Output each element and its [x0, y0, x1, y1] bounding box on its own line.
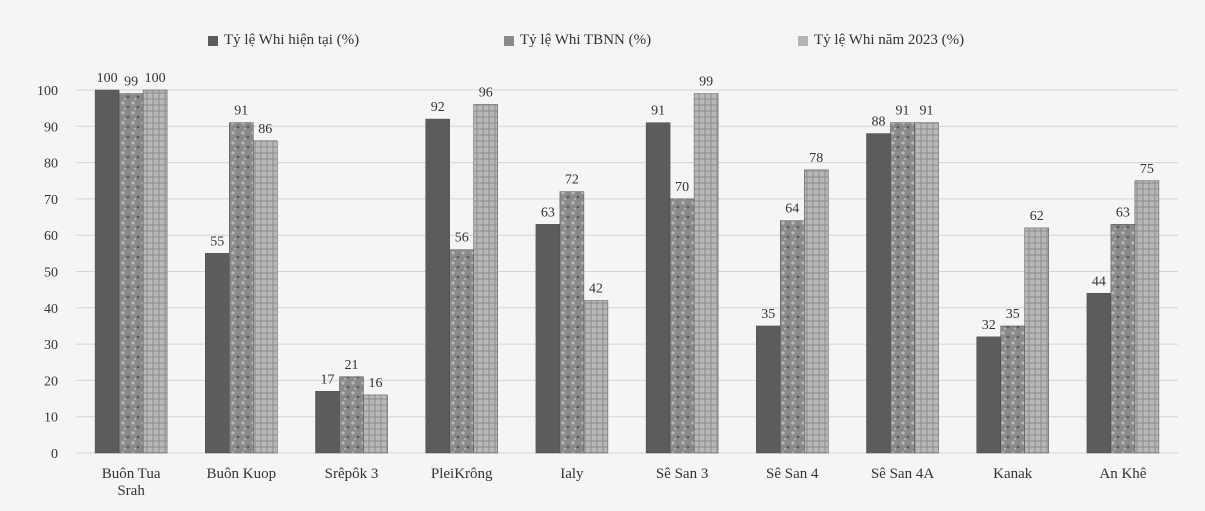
data-label: 75: [1140, 162, 1154, 177]
x-tick-label: PleiKrông: [431, 466, 493, 482]
bar: [229, 122, 254, 454]
data-label: 100: [145, 71, 166, 86]
bar: [363, 394, 388, 454]
bar: [473, 104, 498, 454]
bar: [804, 169, 829, 454]
bar: [976, 336, 1001, 454]
legend-item-tbnn: Tỷ lệ Whi TBNN (%): [504, 32, 651, 49]
data-label: 62: [1030, 209, 1044, 224]
legend-swatch-current: [208, 35, 218, 46]
data-label: 92: [431, 100, 445, 115]
y-tick-label: 80: [44, 157, 58, 172]
legend-swatch-2023: [798, 35, 808, 46]
x-tick-label: Ialy: [560, 466, 584, 482]
data-label: 91: [651, 104, 665, 119]
x-tick-label: Sê San 4: [766, 466, 819, 482]
y-tick-label: 40: [44, 302, 58, 317]
legend-label-tbnn: Tỷ lệ Whi TBNN (%): [520, 32, 652, 48]
data-label: 21: [345, 358, 359, 373]
y-tick-label: 70: [44, 193, 58, 208]
data-label: 91: [920, 104, 934, 119]
y-tick-label: 10: [44, 411, 58, 426]
x-tick-label: Sê San 4A: [871, 466, 935, 482]
bar: [94, 89, 120, 454]
bar: [339, 376, 364, 454]
data-label: 63: [541, 205, 555, 220]
legend-item-2023: Tỷ lệ Whi năm 2023 (%): [798, 32, 964, 49]
data-label: 72: [565, 173, 579, 188]
y-tick-label: 60: [44, 229, 58, 244]
bar: [1134, 180, 1160, 454]
x-tick-label: Buôn Tua: [102, 466, 161, 482]
x-tick-label: Kanak: [993, 466, 1033, 482]
x-tick-label: Srah: [117, 483, 145, 499]
x-tick-label: Sê San 3: [656, 466, 709, 482]
y-tick-label: 100: [37, 84, 58, 99]
y-tick-label: 20: [44, 374, 58, 389]
data-label: 100: [97, 71, 118, 86]
legend-item-current: Tỷ lệ Whi hiện tại (%): [208, 32, 359, 49]
data-label: 55: [210, 234, 224, 249]
bar: [645, 122, 671, 454]
data-label: 70: [675, 180, 689, 195]
data-label: 32: [982, 318, 996, 333]
bar: [890, 122, 915, 454]
data-label: 78: [809, 151, 823, 166]
x-tick-label: Buôn Kuop: [207, 466, 277, 482]
data-label: 16: [369, 376, 383, 391]
bar: [559, 191, 585, 454]
data-label: 56: [455, 231, 469, 246]
bar: [914, 122, 939, 454]
bar: [142, 89, 168, 454]
data-label: 35: [1006, 307, 1020, 322]
legend-label-current: Tỷ lệ Whi hiện tại (%): [224, 32, 360, 48]
bar: [1110, 224, 1136, 454]
data-label: 99: [699, 75, 713, 90]
y-tick-label: 50: [44, 266, 58, 281]
data-label: 91: [896, 104, 910, 119]
data-label: 88: [872, 115, 886, 130]
y-tick-label: 90: [44, 120, 58, 135]
bar: [449, 249, 474, 454]
bar: [315, 391, 340, 454]
bar: [1000, 325, 1025, 454]
bar: [425, 118, 450, 454]
bar: [535, 224, 561, 454]
legend-label-2023: Tỷ lệ Whi năm 2023 (%): [814, 32, 965, 48]
data-label: 64: [785, 202, 799, 217]
bar: [866, 133, 891, 454]
data-label: 17: [321, 372, 335, 387]
bar: [669, 198, 695, 454]
bar: [583, 300, 609, 454]
data-label: 86: [258, 122, 272, 137]
bar: [1024, 227, 1049, 454]
bar: [693, 93, 719, 454]
bar: [780, 220, 805, 454]
bar: [253, 140, 278, 454]
data-label: 91: [234, 104, 248, 119]
y-tick-label: 30: [44, 338, 58, 353]
bar: [118, 93, 144, 454]
x-tick-label: An Khê: [1099, 466, 1146, 482]
data-label: 35: [761, 307, 775, 322]
y-tick-label: 0: [51, 447, 58, 462]
data-label: 99: [124, 75, 138, 90]
bar: [756, 325, 781, 454]
legend-swatch-tbnn: [504, 35, 514, 46]
data-label: 63: [1116, 205, 1130, 220]
bar: [1086, 293, 1112, 454]
data-label: 42: [589, 282, 603, 297]
data-label: 44: [1092, 274, 1106, 289]
x-tick-label: Srêpôk 3: [325, 466, 379, 482]
data-label: 96: [479, 86, 493, 101]
bar: [205, 253, 230, 454]
